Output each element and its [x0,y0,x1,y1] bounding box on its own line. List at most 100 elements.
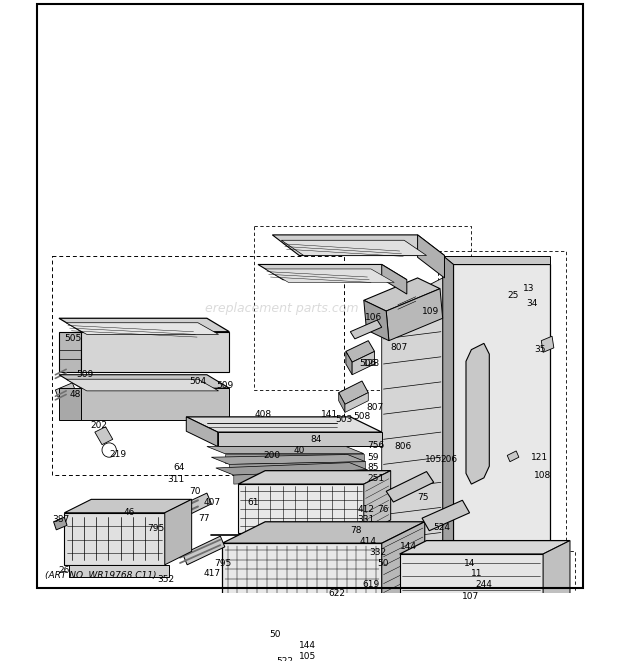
Polygon shape [466,343,489,484]
Text: (ART NO. WR19768 C11): (ART NO. WR19768 C11) [45,571,156,580]
Text: 121: 121 [531,453,547,462]
Polygon shape [339,381,368,405]
Polygon shape [229,461,366,473]
Text: 619: 619 [362,580,379,589]
Text: 522: 522 [276,657,293,661]
Polygon shape [238,471,391,484]
Polygon shape [183,536,225,564]
Text: 408: 408 [254,410,272,418]
Polygon shape [55,383,75,397]
Text: 244: 244 [476,580,493,589]
Polygon shape [218,432,382,446]
Text: 128: 128 [363,360,380,368]
Text: 352: 352 [157,574,175,584]
Polygon shape [346,352,352,375]
Text: 387: 387 [53,516,69,524]
Polygon shape [352,352,374,375]
Polygon shape [66,379,219,391]
Text: 141: 141 [321,410,338,418]
Polygon shape [64,499,192,513]
Polygon shape [66,323,219,334]
Polygon shape [186,417,382,432]
Text: 77: 77 [198,514,210,523]
Text: 332: 332 [369,548,386,557]
Polygon shape [382,264,407,294]
Polygon shape [418,235,445,278]
Text: 505: 505 [64,334,81,343]
Text: 40: 40 [294,446,305,455]
Text: 144: 144 [299,641,316,650]
Polygon shape [364,300,389,340]
Text: 503: 503 [335,415,352,424]
Polygon shape [53,518,67,530]
Text: 107: 107 [463,592,480,601]
Polygon shape [400,541,570,554]
Polygon shape [543,541,570,612]
Text: 407: 407 [203,498,220,506]
Text: 106: 106 [365,313,382,322]
Polygon shape [386,471,434,502]
Text: 13: 13 [523,284,535,293]
Text: 78: 78 [350,526,362,535]
Polygon shape [265,269,394,282]
Text: 34: 34 [526,299,538,307]
Text: 622: 622 [328,589,345,598]
Polygon shape [69,564,169,577]
Polygon shape [350,320,382,339]
Polygon shape [422,500,469,531]
Text: 35: 35 [534,345,546,354]
Polygon shape [211,455,366,465]
Text: 508: 508 [354,412,371,421]
Text: 795: 795 [214,559,231,568]
Polygon shape [222,522,425,543]
Polygon shape [443,256,453,592]
Text: 795: 795 [148,524,165,533]
Text: 417: 417 [203,569,220,578]
Text: 202: 202 [91,421,107,430]
Text: 219: 219 [109,450,126,459]
Text: 50: 50 [377,559,389,568]
Text: ereplacement parts.com: ereplacement parts.com [205,301,359,315]
Polygon shape [453,264,551,592]
Text: 251: 251 [368,474,384,483]
Polygon shape [272,235,445,256]
Polygon shape [165,499,192,564]
Polygon shape [258,264,407,280]
Polygon shape [165,493,211,524]
Text: 84: 84 [310,435,321,444]
Polygon shape [264,654,389,661]
Text: 59: 59 [368,453,379,462]
Polygon shape [222,543,382,624]
Polygon shape [59,388,81,420]
Text: 48: 48 [70,390,81,399]
Text: 105: 105 [299,652,316,661]
Text: 200: 200 [264,451,280,460]
Text: 412: 412 [358,505,374,514]
Polygon shape [386,289,443,340]
Polygon shape [364,471,391,533]
Text: 509: 509 [216,381,234,390]
Text: 64: 64 [173,463,185,473]
Polygon shape [382,278,443,587]
Polygon shape [59,332,81,372]
Text: 524: 524 [434,523,451,531]
Text: 509: 509 [76,370,93,379]
Polygon shape [345,393,368,412]
Text: 414: 414 [360,537,376,546]
Text: 46: 46 [123,508,135,518]
Text: 25: 25 [507,292,518,300]
Text: 75: 75 [418,493,429,502]
Polygon shape [400,554,543,612]
Text: 50: 50 [270,630,281,639]
Polygon shape [81,388,229,420]
Polygon shape [64,513,165,564]
Text: 144: 144 [400,543,417,551]
Polygon shape [59,318,229,332]
Text: 70: 70 [189,486,201,496]
Text: 14: 14 [464,559,476,568]
Text: 61: 61 [247,498,259,506]
Polygon shape [216,463,368,475]
Text: 504: 504 [190,377,207,385]
Polygon shape [451,549,469,566]
Text: 76: 76 [377,505,389,514]
